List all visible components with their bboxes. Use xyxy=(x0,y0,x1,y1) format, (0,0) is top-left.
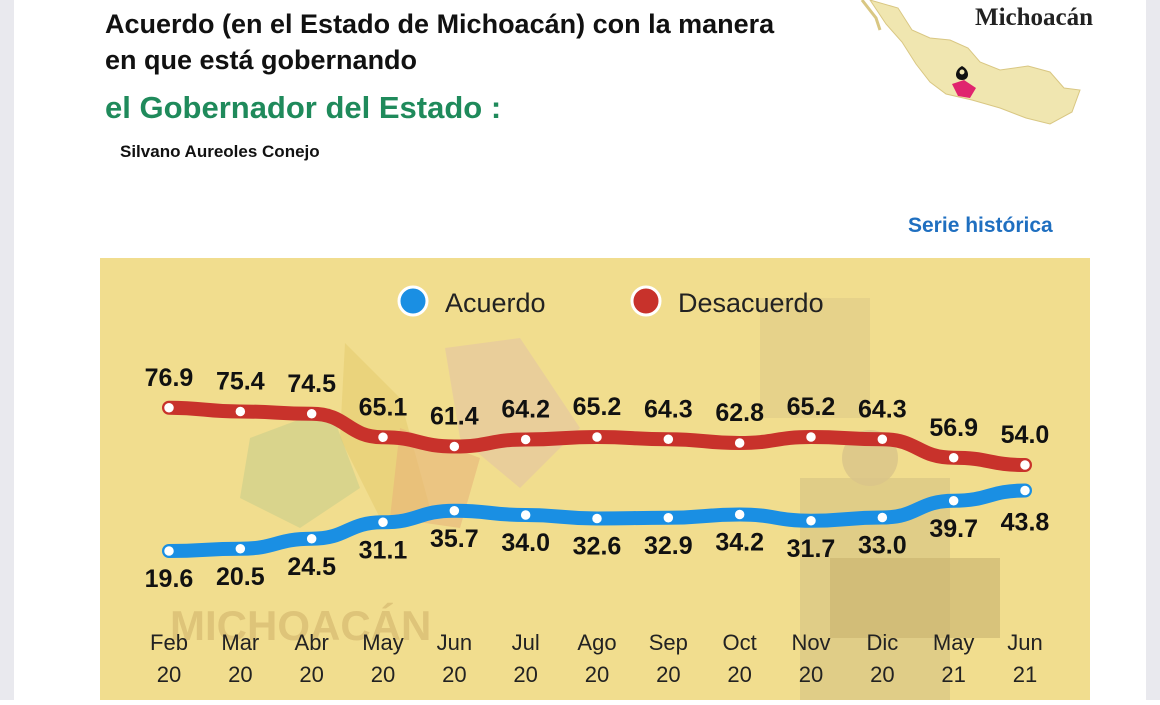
legend: Acuerdo Desacuerdo xyxy=(397,285,824,318)
desacuerdo-point-8 xyxy=(733,436,746,450)
x-axis: Feb 20 Mar 20 Abr 20 May 20 Jun 20 Jul 20 Ago 20 Sep 20… xyxy=(150,630,1043,687)
acuerdo-label-11: 39.7 xyxy=(929,515,978,543)
x-tick-month-3: May xyxy=(362,630,404,655)
x-tick-year-6: 20 xyxy=(585,662,609,687)
desacuerdo-label-8: 62.8 xyxy=(715,399,764,427)
watermark-text: MICHOACÁN xyxy=(170,602,431,649)
acuerdo-point-9 xyxy=(804,514,818,527)
desacuerdo-point-1 xyxy=(234,405,247,418)
acuerdo-point-3 xyxy=(376,516,390,529)
x-tick-month-9: Nov xyxy=(791,630,830,655)
desacuerdo-point-11 xyxy=(947,451,960,464)
acuerdo-point-6 xyxy=(590,512,604,525)
x-tick-month-6: Ago xyxy=(577,630,616,655)
acuerdo-point-8 xyxy=(733,508,746,521)
acuerdo-label-10: 33.0 xyxy=(858,532,907,560)
frame-left xyxy=(0,0,14,700)
acuerdo-point-5 xyxy=(519,508,532,522)
legend-acuerdo-label: Acuerdo xyxy=(445,288,546,318)
x-tick-year-12: 21 xyxy=(1013,662,1037,687)
x-tick-year-11: 21 xyxy=(941,662,965,687)
x-tick-year-0: 20 xyxy=(157,662,181,687)
legend-desacuerdo-marker xyxy=(630,285,662,317)
acuerdo-point-11 xyxy=(947,494,960,507)
x-tick-month-7: Sep xyxy=(649,630,688,655)
acuerdo-label-8: 34.2 xyxy=(715,529,764,557)
legend-acuerdo-marker xyxy=(397,285,429,317)
x-tick-year-10: 20 xyxy=(870,662,894,687)
series-label: Serie histórica xyxy=(908,214,1053,237)
acuerdo-label-3: 31.1 xyxy=(359,536,408,564)
desacuerdo-point-6 xyxy=(590,430,604,444)
x-tick-month-2: Abr xyxy=(295,630,329,655)
map-label: Michoacán xyxy=(975,4,1094,31)
x-tick-month-8: Oct xyxy=(723,630,757,655)
x-tick-month-11: May xyxy=(933,630,975,655)
desacuerdo-label-3: 65.1 xyxy=(359,393,408,421)
desacuerdo-point-5 xyxy=(519,433,532,446)
acuerdo-point-2 xyxy=(305,532,318,545)
acuerdo-label-0: 19.6 xyxy=(145,565,194,593)
desacuerdo-label-4: 61.4 xyxy=(430,403,479,431)
frame-right xyxy=(1146,0,1160,700)
desacuerdo-label-7: 64.3 xyxy=(644,395,693,423)
legend-desacuerdo-label: Desacuerdo xyxy=(678,288,824,318)
x-tick-year-8: 20 xyxy=(727,662,751,687)
x-tick-year-7: 20 xyxy=(656,662,680,687)
desacuerdo-point-2 xyxy=(305,407,318,420)
x-tick-month-1: Mar xyxy=(221,630,259,655)
desacuerdo-label-0: 76.9 xyxy=(145,364,194,392)
x-tick-year-3: 20 xyxy=(371,662,395,687)
acuerdo-point-12 xyxy=(1018,484,1032,497)
acuerdo-label-2: 24.5 xyxy=(287,553,336,581)
acuerdo-point-7 xyxy=(662,511,675,524)
desacuerdo-label-1: 75.4 xyxy=(216,368,265,396)
x-tick-month-4: Jun xyxy=(437,630,472,655)
desacuerdo-label-12: 54.0 xyxy=(1001,421,1050,449)
chart-subtitle: Silvano Aureoles Conejo xyxy=(120,142,320,161)
desacuerdo-point-4 xyxy=(448,440,461,453)
acuerdo-label-1: 20.5 xyxy=(216,563,265,591)
x-tick-month-0: Feb xyxy=(150,630,188,655)
acuerdo-label-7: 32.9 xyxy=(644,532,693,560)
desacuerdo-point-7 xyxy=(662,433,675,446)
desacuerdo-label-2: 74.5 xyxy=(287,370,336,398)
acuerdo-point-4 xyxy=(448,504,461,517)
x-tick-year-9: 20 xyxy=(799,662,823,687)
mexico-map-icon xyxy=(850,0,1110,140)
acuerdo-point-0 xyxy=(162,544,176,558)
acuerdo-label-5: 34.0 xyxy=(501,529,550,557)
acuerdo-point-10 xyxy=(876,511,889,524)
acuerdo-point-1 xyxy=(234,542,247,555)
x-tick-month-12: Jun xyxy=(1007,630,1042,655)
desacuerdo-point-3 xyxy=(376,431,390,444)
series-layer: 19.6 20.5 24.5 31.1 35.7 34.0 32.6 32.9 34.2 31.7… xyxy=(145,364,1050,593)
desacuerdo-label-9: 65.2 xyxy=(787,393,836,421)
x-tick-year-4: 20 xyxy=(442,662,466,687)
x-tick-year-2: 20 xyxy=(299,662,323,687)
chart-title: Acuerdo (en el Estado de Michoacán) con … xyxy=(105,9,775,75)
x-tick-month-5: Jul xyxy=(512,630,540,655)
x-tick-year-5: 20 xyxy=(513,662,537,687)
desacuerdo-label-11: 56.9 xyxy=(929,414,978,442)
x-tick-year-1: 20 xyxy=(228,662,252,687)
plot-background: MICHOACÁN xyxy=(100,258,1090,700)
acuerdo-label-12: 43.8 xyxy=(1001,509,1050,537)
chart-title-accent: el Gobernador del Estado : xyxy=(105,90,502,125)
desacuerdo-point-0 xyxy=(162,401,176,414)
x-tick-month-10: Dic xyxy=(866,630,898,655)
desacuerdo-label-10: 64.3 xyxy=(858,395,907,423)
desacuerdo-point-10 xyxy=(876,433,889,446)
desacuerdo-point-9 xyxy=(804,430,818,444)
desacuerdo-label-5: 64.2 xyxy=(501,396,550,424)
desacuerdo-label-6: 65.2 xyxy=(573,393,622,421)
acuerdo-label-6: 32.6 xyxy=(573,533,622,561)
acuerdo-label-4: 35.7 xyxy=(430,525,479,553)
acuerdo-label-9: 31.7 xyxy=(787,535,836,563)
desacuerdo-point-12 xyxy=(1018,458,1032,472)
